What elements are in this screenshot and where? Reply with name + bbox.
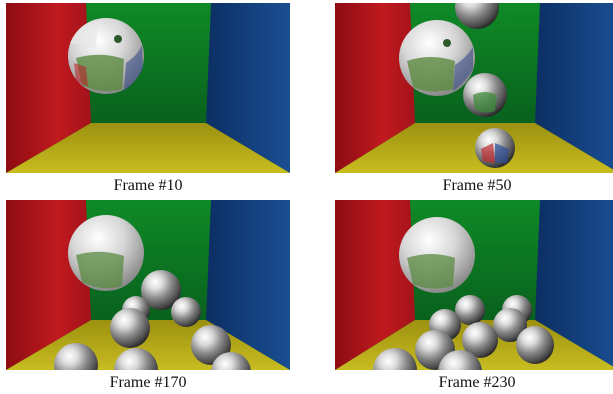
mirror-sphere [141,270,181,310]
mirror-sphere [455,3,499,29]
scene-render [335,200,613,370]
right-wall [535,200,613,367]
mirror-sphere [475,128,515,168]
frame-caption: Frame #10 [113,177,183,194]
mirror-sphere [68,18,144,94]
mirror-sphere [110,308,150,348]
mirror-sphere [114,348,158,370]
mirror-sphere [373,348,417,370]
mirror-sphere [399,217,475,293]
frame-230-image [335,200,613,370]
frame-50-image [335,3,613,173]
mirror-sphere [455,295,485,325]
mirror-sphere [68,215,144,291]
right-wall [206,3,290,173]
mirror-sphere [399,20,475,96]
mirror-sphere [211,352,251,370]
mirror-sphere [493,308,527,342]
mirror-sphere [462,322,498,358]
floor [335,123,613,173]
mirror-sphere [438,350,482,370]
mirror-sphere [463,73,507,117]
floor [6,123,290,173]
mirror-sphere [54,343,98,370]
left-wall [335,3,415,173]
frame-170-image [6,200,290,370]
frame-caption: Frame #170 [109,374,187,391]
frame-10-image [6,3,290,173]
mirror-sphere [516,326,554,364]
frame-caption: Frame #230 [438,374,516,391]
left-wall [335,200,415,370]
mirror-sphere [171,297,201,327]
right-wall [535,3,613,170]
right-wall [206,200,290,370]
scene-render [6,3,290,173]
scene-render [335,3,613,173]
frame-caption: Frame #50 [442,177,512,194]
scene-render [6,200,290,370]
